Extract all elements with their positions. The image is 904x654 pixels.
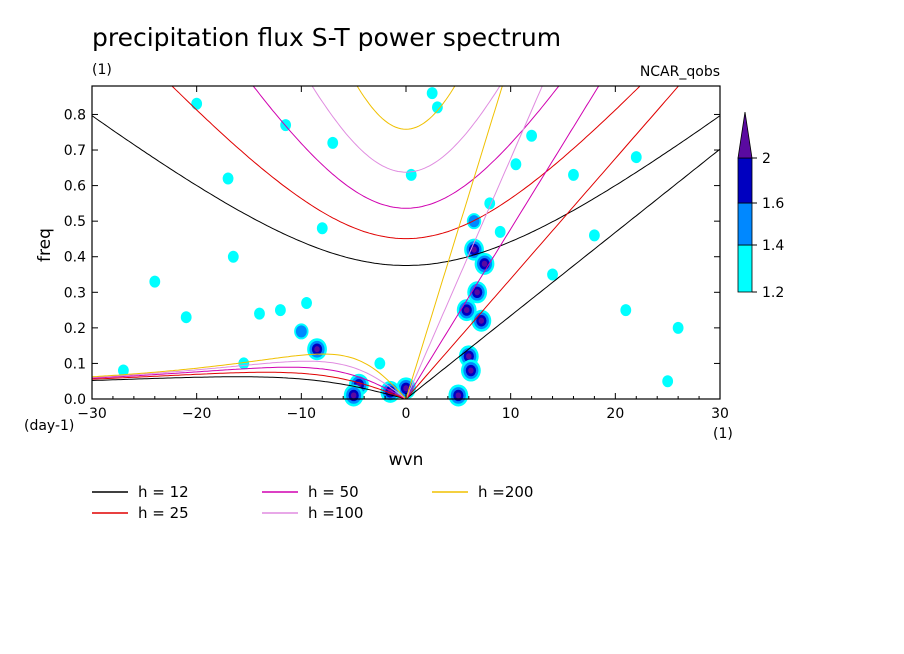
spectral-peak: [426, 87, 438, 100]
dispersion-curve: [171, 86, 641, 240]
colorbar: 1.2 1.4 1.6 2: [737, 111, 784, 301]
legend-label: h =100: [308, 504, 363, 522]
spectral-peak: [526, 129, 537, 142]
spectral-peak: [547, 268, 558, 281]
x-axis-label: wvn: [389, 450, 424, 470]
spectral-peak: [662, 375, 674, 388]
dispersion-curve: [92, 353, 407, 399]
spectral-peak: [494, 225, 506, 238]
y-tick-label: 0.6: [64, 179, 86, 195]
dispersion-curves: [92, 86, 720, 399]
y-axis-label: freq: [35, 228, 55, 262]
y-tick-label: 0.7: [64, 143, 86, 159]
spectral-peak: [254, 307, 265, 320]
dispersion-curve: [311, 86, 501, 173]
spectral-peak: [448, 384, 469, 407]
spectral-peak: [118, 364, 129, 377]
y-unit-label: (day-1): [24, 418, 74, 434]
spectral-peak: [149, 275, 161, 288]
spectral-peak: [275, 304, 286, 317]
dispersion-curve: [92, 371, 407, 399]
colorbar-swatch: [737, 202, 753, 246]
spectral-peak: [568, 168, 579, 181]
y-axis: 0.0 0.1 0.2 0.3 0.4 0.5 0.6 0.7 0.8: [64, 107, 720, 408]
dispersion-curve: [356, 86, 456, 130]
colorbar-extend-arrow: [737, 111, 753, 159]
units-label: (1): [92, 62, 112, 78]
legend-label: h = 12: [138, 483, 189, 501]
spectral-peak: [466, 213, 482, 230]
dispersion-curve: [252, 86, 560, 209]
spectral-peak: [238, 357, 250, 370]
y-tick-label: 0.1: [64, 356, 86, 372]
dispersion-curve: [405, 86, 503, 399]
spectral-peak: [467, 281, 488, 304]
dispersion-curve: [405, 86, 680, 399]
y-tick-label: 0.3: [64, 285, 86, 301]
spectral-peak: [630, 151, 642, 164]
spectral-peak: [191, 97, 203, 110]
spectral-peak: [180, 311, 192, 324]
colorbar-swatch: [737, 157, 753, 204]
spectral-peak: [474, 252, 495, 275]
spectral-peak: [456, 299, 477, 322]
dispersion-curve: [92, 115, 720, 266]
contour-fills: [118, 87, 684, 407]
legend-label: h =200: [478, 483, 533, 501]
chart-title: precipitation flux S-T power spectrum: [92, 23, 561, 52]
y-tick-label: 0.0: [64, 392, 86, 408]
x-unit-label: (1): [713, 426, 733, 442]
plot-frame: [91, 85, 721, 400]
x-axis: −30 −20 −10 0 10 20 30: [77, 86, 729, 422]
y-tick-label: 0.8: [64, 107, 86, 123]
dispersion-curve: [405, 86, 600, 399]
y-tick-label: 0.4: [64, 250, 86, 266]
colorbar-label: 1.2: [762, 285, 784, 301]
dataset-label: NCAR_qobs: [640, 64, 720, 80]
x-tick-label: 0: [402, 406, 411, 422]
x-tick-label: −20: [182, 406, 212, 422]
x-tick-label: −10: [287, 406, 317, 422]
x-tick-label: 20: [606, 406, 624, 422]
legend-label: h = 50: [308, 483, 359, 501]
colorbar-label: 1.4: [762, 238, 784, 254]
colorbar-swatch: [737, 244, 753, 293]
spectral-peak: [327, 136, 339, 149]
spectral-peak: [294, 323, 309, 340]
spectral-peak: [374, 357, 386, 370]
colorbar-label: 2: [762, 151, 771, 167]
x-tick-label: 30: [711, 406, 729, 422]
dispersion-curve: [92, 360, 407, 399]
spectral-peak: [343, 384, 364, 407]
y-tick-label: 0.5: [64, 214, 86, 230]
spectral-peak: [301, 296, 312, 309]
spectral-peak: [672, 321, 684, 334]
y-tick-label: 0.2: [64, 321, 86, 337]
dispersion-curve: [92, 376, 407, 399]
spectral-peak: [432, 101, 443, 114]
colorbar-label: 1.6: [762, 196, 784, 212]
spectral-peak: [307, 338, 327, 361]
dispersion-curve: [405, 148, 720, 399]
spectral-peak: [460, 359, 481, 382]
spectral-peak: [222, 172, 234, 185]
dispersion-curve: [92, 366, 407, 399]
x-tick-label: −30: [77, 406, 107, 422]
legend-label: h = 25: [138, 504, 189, 522]
spectral-peak: [227, 250, 239, 263]
spectral-peak: [589, 229, 600, 242]
dispersion-curve: [405, 86, 543, 399]
x-tick-label: 10: [502, 406, 520, 422]
spectral-peak: [620, 304, 632, 317]
spectral-peak: [316, 222, 328, 235]
spectral-peak: [510, 158, 522, 171]
legend: h = 12 h = 25 h = 50 h =100 h =200: [92, 483, 533, 522]
